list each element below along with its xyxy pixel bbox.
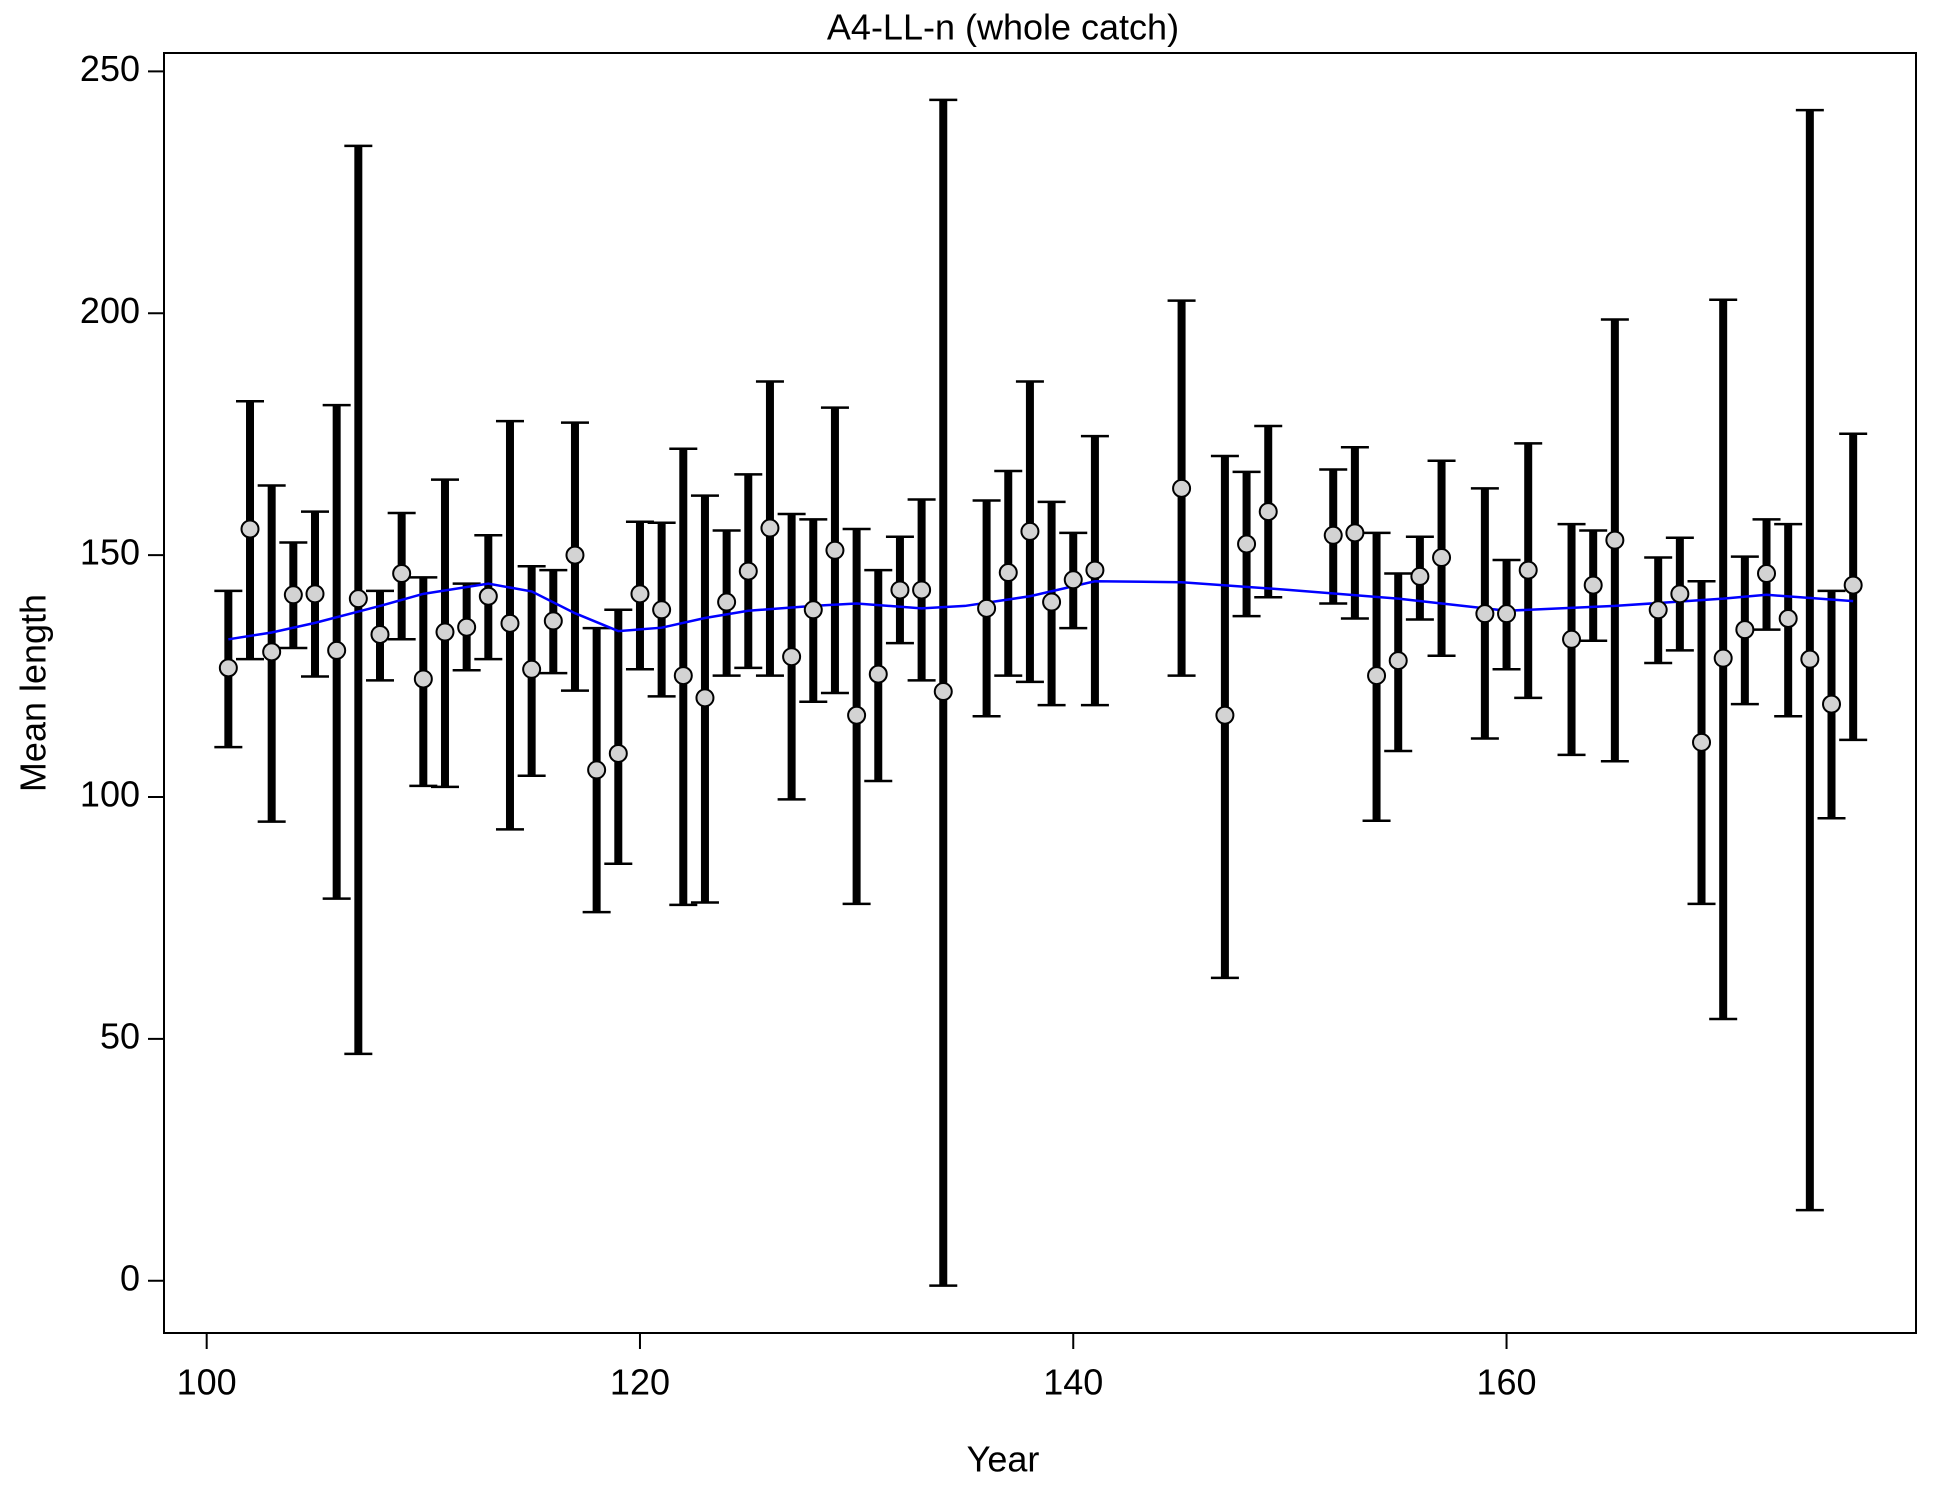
mean-point [673,666,693,686]
mean-point [1778,609,1798,629]
mean-point [392,564,412,584]
y-tick-label: 150 [80,532,140,573]
mean-point [825,540,845,560]
mean-point [782,647,802,667]
mean-point [435,622,455,642]
mean-point [1172,478,1192,498]
mean-point [717,592,737,612]
mean-point [218,658,238,678]
mean-point [1042,592,1062,612]
mean-point [1063,570,1083,590]
mean-point [1432,548,1452,568]
mean-point [1518,560,1538,580]
mean-point [695,688,715,708]
mean-point [738,561,758,581]
chart-title: A4-LL-n (whole catch) [827,7,1179,48]
x-axis-label: Year [967,1439,1040,1480]
mean-point [1258,502,1278,522]
mean-point [847,705,867,725]
mean-point [370,624,390,644]
mean-point [1713,648,1733,668]
mean-point [1843,575,1863,595]
mean-point [803,600,823,620]
mean-point [348,589,368,609]
mean-point [1367,666,1387,686]
mean-point [413,669,433,689]
mean-point [998,563,1018,583]
mean-point [1345,523,1365,543]
mean-point [652,600,672,620]
mean-point [1648,600,1668,620]
mean-point [1562,629,1582,649]
x-tick-label: 120 [610,1362,670,1403]
mean-point [608,743,628,763]
mean-point [457,617,477,637]
mean-point [522,659,542,679]
mean-point [1388,651,1408,671]
mean-point [543,611,563,631]
plot-frame [163,52,1917,1334]
mean-point [1020,521,1040,541]
mean-point [587,760,607,780]
mean-point [630,584,650,604]
mean-point [890,580,910,600]
mean-point [565,545,585,565]
mean-point [1410,566,1430,586]
mean-point [478,586,498,606]
mean-point [1605,530,1625,550]
mean-point [977,598,997,618]
mean-point [1237,534,1257,554]
mean-point [912,580,932,600]
y-tick-label: 200 [80,290,140,331]
mean-point [933,682,953,702]
mean-point [1475,604,1495,624]
x-tick-label: 100 [177,1362,237,1403]
mean-point [1323,525,1343,545]
mean-point [283,585,303,605]
mean-point [1692,732,1712,752]
mean-point [1822,694,1842,714]
mean-point [305,584,325,604]
mean-point [1670,584,1690,604]
y-tick-label: 100 [80,774,140,815]
mean-point [1735,620,1755,640]
y-tick-label: 250 [80,48,140,89]
mean-point [240,519,260,539]
mean-point [1757,564,1777,584]
mean-point [1800,649,1820,669]
x-tick-label: 140 [1043,1362,1103,1403]
mean-point [1497,604,1517,624]
mean-point [1215,705,1235,725]
mean-point [868,664,888,684]
x-tick-label: 160 [1477,1362,1537,1403]
y-tick-label: 50 [100,1015,140,1056]
mean-point [327,640,347,660]
mean-point [500,613,520,633]
mean-point [1583,575,1603,595]
mean-point [760,518,780,538]
y-tick-label: 0 [120,1257,140,1298]
y-axis-label: Mean length [13,594,54,792]
mean-point [1085,560,1105,580]
mean-point [262,642,282,662]
